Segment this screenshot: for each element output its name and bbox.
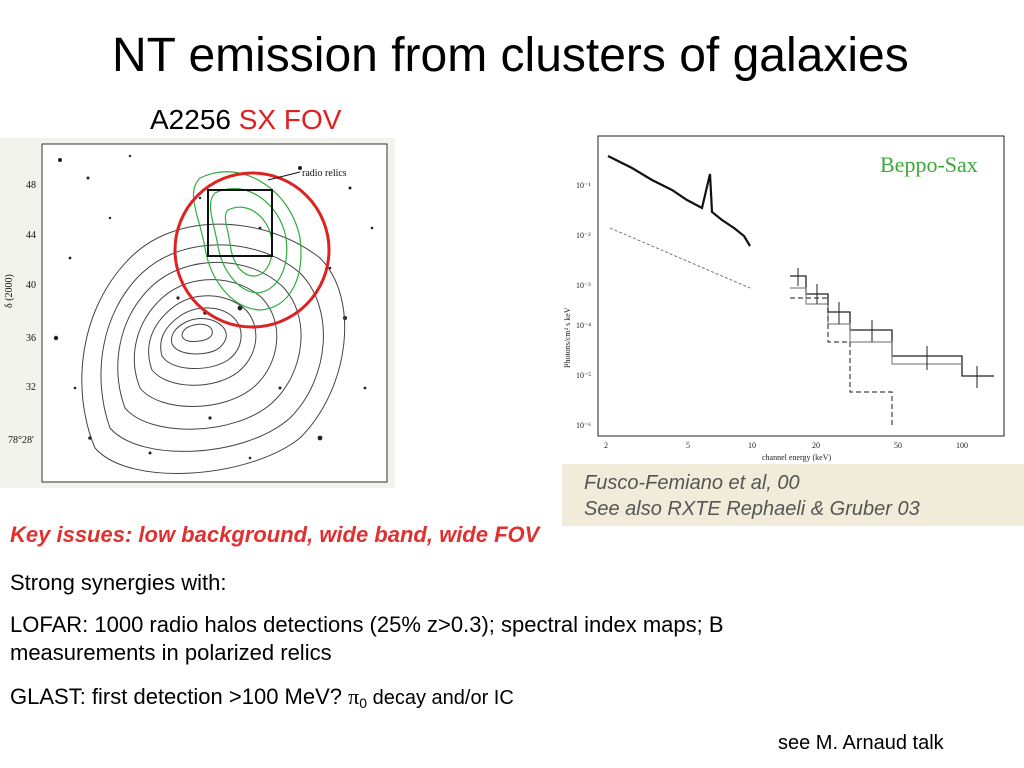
y-tick-32: 32 — [26, 382, 36, 393]
y-tick-36: 36 — [26, 333, 36, 344]
y-tick-1: 10⁻¹ — [576, 181, 591, 190]
dec-axis-label: δ (2000) — [4, 274, 15, 308]
y-tick-40: 40 — [26, 280, 36, 291]
x-tick-20: 20 — [812, 441, 820, 450]
y-axis-label: Photons/cm² s keV — [563, 307, 572, 368]
y-tick-48: 48 — [26, 180, 36, 191]
y-tick-28: 78°28' — [8, 435, 34, 446]
x-axis-label: channel energy (keV) — [762, 453, 831, 462]
contour-map-graphic: radio relics 48 44 40 36 32 78°28' δ (20… — [0, 138, 395, 488]
a2256-contour-map: radio relics 48 44 40 36 32 78°28' δ (20… — [0, 138, 395, 488]
x-tick-2: 2 — [604, 441, 608, 450]
y-tick-4: 10⁻⁴ — [576, 321, 591, 330]
y-tick-2: 10⁻² — [576, 231, 591, 240]
glast-line: GLAST: first detection >100 MeV? π0 deca… — [10, 684, 514, 711]
lofar-line-2: measurements in polarized relics — [10, 640, 332, 665]
y-tick-3: 10⁻³ — [576, 281, 591, 290]
figure-caption: Fusco-Femiano et al, 00 See also RXTE Re… — [562, 464, 1024, 526]
synergies-heading: Strong synergies with: — [10, 570, 227, 595]
subtitle-prefix: A2256 — [150, 104, 231, 135]
slide-title: NT emission from clusters of galaxies — [112, 29, 909, 82]
x-tick-100: 100 — [956, 441, 968, 450]
x-tick-5: 5 — [686, 441, 690, 450]
radio-relics-label: radio relics — [302, 168, 347, 179]
beppo-sax-spectrum: Beppo-Sax 2 5 10 20 50 100 channel energ… — [562, 128, 1024, 526]
x-tick-50: 50 — [894, 441, 902, 450]
caption-line-1: Fusco-Femiano et al, 00 — [584, 472, 800, 494]
y-tick-44: 44 — [26, 230, 36, 241]
x-tick-10: 10 — [748, 441, 756, 450]
beppo-sax-label: Beppo-Sax — [880, 152, 978, 177]
key-issues-text: Key issues: low background, wide band, w… — [10, 522, 540, 547]
reference-note: see M. Arnaud talk — [778, 732, 944, 754]
glast-suffix: decay and/or IC — [367, 687, 514, 709]
y-tick-6: 10⁻⁶ — [576, 421, 591, 430]
subtitle-highlight: SX FOV — [238, 104, 342, 135]
caption-line-2: See also RXTE Rephaeli & Gruber 03 — [584, 498, 920, 520]
figure-subtitle: A2256 SX FOV — [150, 104, 341, 136]
spectrum-graphic: Beppo-Sax 2 5 10 20 50 100 channel energ… — [563, 135, 1005, 462]
lofar-line-1: LOFAR: 1000 radio halos detections (25% … — [10, 612, 724, 637]
pi-symbol: π — [348, 684, 360, 709]
glast-prefix: GLAST: first detection >100 MeV? — [10, 684, 349, 709]
y-tick-5: 10⁻⁵ — [576, 371, 591, 380]
pi-subscript: 0 — [359, 695, 368, 711]
